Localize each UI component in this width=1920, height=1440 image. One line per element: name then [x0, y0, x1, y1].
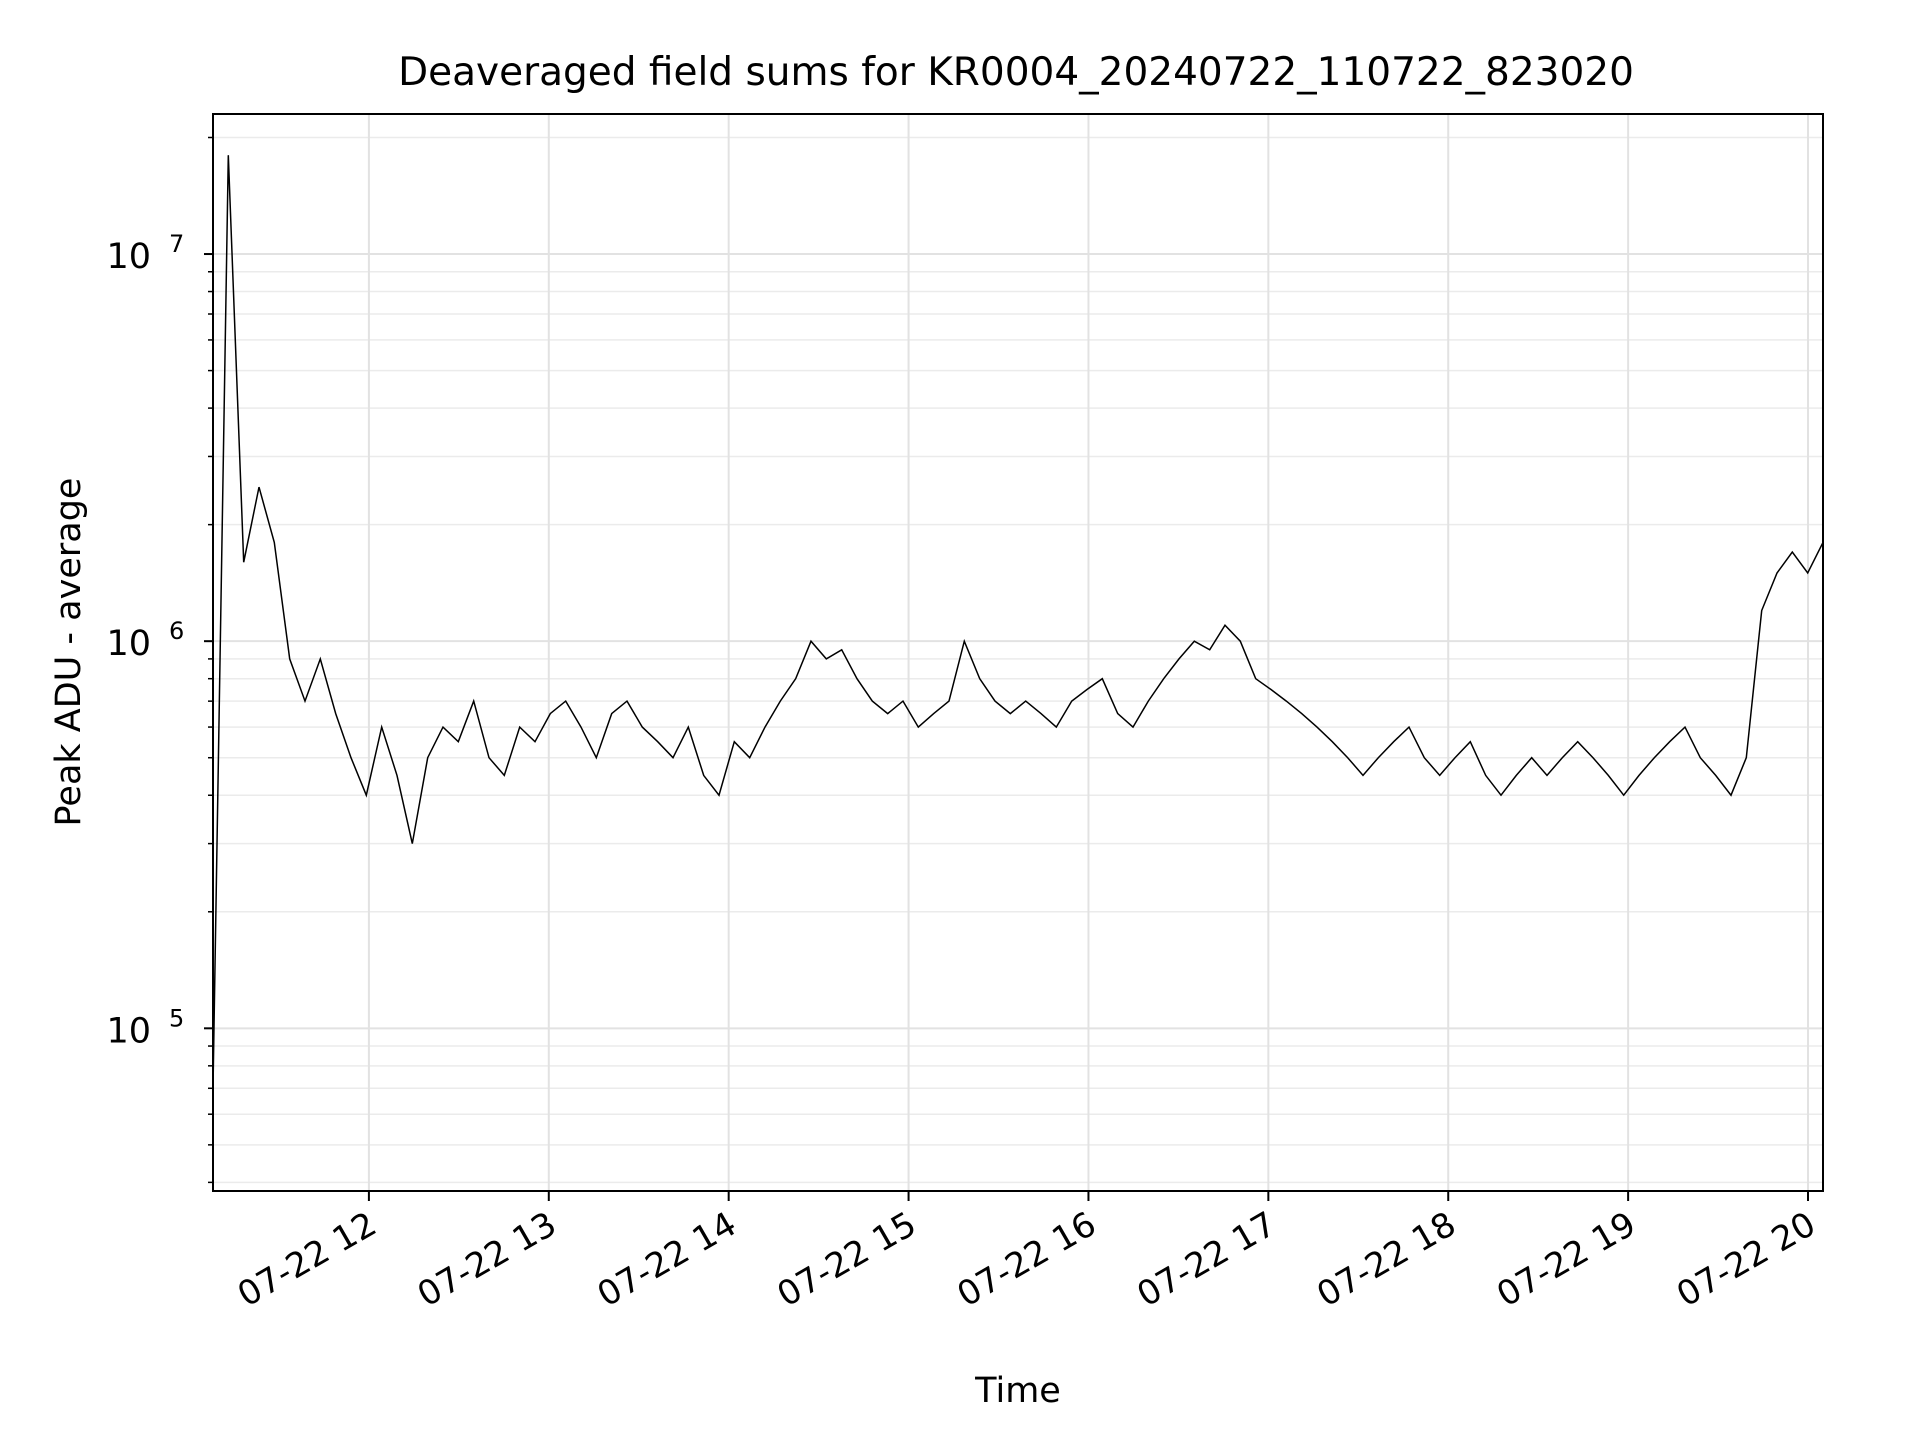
y-tick-label: 10 6 [106, 617, 184, 664]
x-axis-label: Time [974, 1371, 1061, 1411]
chart-title: Deaveraged field sums for KR0004_2024072… [398, 50, 1634, 95]
plot-frame [212, 113, 1824, 1192]
y-tick-label: 10 7 [106, 230, 184, 277]
y-tick-label: 10 5 [106, 1004, 184, 1051]
y-axis-label: Peak ADU - average [49, 478, 89, 827]
series-line [212, 155, 1824, 1089]
grid [213, 114, 1823, 1191]
series-group [212, 155, 1824, 1089]
